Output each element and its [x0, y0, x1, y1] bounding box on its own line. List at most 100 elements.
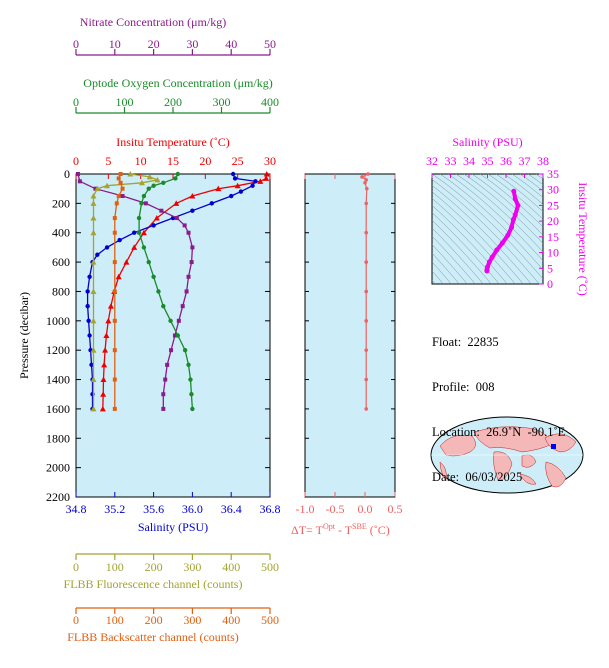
- nitrate-point: [163, 377, 168, 382]
- backscatter-point: [112, 348, 117, 353]
- profile-info-row: Profile: 008: [432, 380, 565, 395]
- delta-t-point: [364, 230, 369, 235]
- delta-t-plot-area: [304, 173, 396, 498]
- ts-salinity-tick-label: 33: [445, 154, 457, 168]
- backscatter-point: [112, 289, 117, 294]
- pressure-tick-label: 1800: [46, 431, 70, 445]
- oxygen-axis-title: Optode Oxygen Concentration (μm/kg): [83, 76, 272, 90]
- ts-salinity-tick-label: 36: [500, 154, 512, 168]
- location-label: Location:: [432, 425, 480, 439]
- salinity-tick-label: 35.6: [143, 502, 164, 516]
- temperature-point: [153, 215, 160, 221]
- salinity-point: [87, 274, 92, 279]
- delta-t-point: [364, 289, 369, 294]
- map-land: [473, 426, 553, 453]
- ts-isopycnal-line: [432, 174, 543, 280]
- oxygen-point: [175, 171, 181, 177]
- ts-isopycnal-line: [527, 174, 543, 186]
- oxygen-point: [139, 201, 144, 206]
- delta-t-point: [364, 260, 369, 264]
- temperature-point: [103, 332, 110, 338]
- nitrate-tick-label: 20: [148, 37, 160, 51]
- salinity-point: [209, 201, 214, 206]
- backscatter-point: [112, 260, 117, 265]
- backscatter-point: [112, 377, 117, 382]
- backscatter-point: [120, 186, 125, 191]
- delta-t-point: [364, 407, 369, 411]
- ts-isopycnal-line: [432, 212, 500, 284]
- profile-label: Profile:: [432, 380, 470, 394]
- ts-isopycnal-line: [439, 174, 543, 271]
- nitrate-axis-title: Nitrate Concentration (μm/kg): [80, 15, 226, 29]
- salinity-tick-label: 36.0: [182, 502, 203, 516]
- nitrate-point: [172, 333, 177, 338]
- oxygen-point: [156, 289, 161, 294]
- ts-temperature-tick-label: 25: [547, 198, 559, 212]
- map-land: [439, 461, 447, 481]
- fluorescence-point: [90, 317, 97, 324]
- fluorescence-tick-label: 400: [222, 560, 240, 574]
- map-land: [519, 473, 537, 485]
- temperature-tick-label: 20: [199, 154, 211, 168]
- delta-t-point: [364, 377, 369, 382]
- salinity-point: [85, 303, 90, 309]
- backscatter-tick-label: 500: [261, 613, 279, 627]
- map-land: [545, 461, 567, 488]
- fluorescence-tick-label: 500: [261, 560, 279, 574]
- ts-isopycnal-line: [479, 174, 543, 228]
- fluorescence-point: [90, 376, 97, 383]
- location-info-row: Location: 26.9˚N -90.1˚E: [432, 425, 565, 440]
- float-info-row: Float: 22835: [432, 335, 565, 350]
- temperature-point: [123, 259, 130, 265]
- ts-temperature-tick-label: 0: [547, 277, 553, 291]
- nitrate-point: [186, 230, 191, 235]
- backscatter-point: [112, 230, 117, 235]
- nitrate-point: [190, 245, 195, 250]
- oxygen-point: [188, 377, 193, 382]
- delta-t-point: [364, 348, 369, 352]
- salinity-point: [86, 318, 91, 324]
- ts-salinity-axis-title: Salinity (PSU): [452, 135, 522, 149]
- pressure-tick-label: 0: [64, 167, 70, 181]
- salinity-axis-title: Salinity (PSU): [138, 520, 208, 534]
- temperature-tick-label: 5: [105, 154, 111, 168]
- nitrate-tick-label: 30: [186, 37, 198, 51]
- temperature-point: [263, 171, 270, 177]
- fluorescence-axis-title: FLBB Fluorescence channel (counts): [64, 577, 243, 591]
- backscatter-point: [118, 180, 123, 185]
- float-label: Float:: [432, 335, 462, 349]
- ts-isopycnal-line: [432, 219, 492, 284]
- ts-isopycnal-line: [432, 185, 532, 284]
- nitrate-point: [189, 260, 194, 265]
- nitrate-point: [120, 194, 125, 199]
- salinity-point: [95, 252, 100, 257]
- world-map-inset: [430, 416, 584, 494]
- ts-point: [494, 247, 500, 253]
- backscatter-point: [112, 318, 117, 323]
- oxygen-point: [182, 347, 188, 353]
- delta-t-point: [364, 201, 369, 206]
- ts-isopycnal-line: [511, 174, 543, 198]
- backscatter-tick-label: 300: [183, 613, 201, 627]
- nitrate-point: [143, 201, 148, 206]
- pressure-tick-label: 2200: [46, 490, 70, 504]
- fluorescence-point: [90, 405, 97, 412]
- profile-value: 008: [475, 380, 495, 394]
- ts-salinity-tick-label: 38: [537, 154, 549, 168]
- nitrate-point: [176, 318, 181, 323]
- ts-isopycnal-line: [455, 174, 543, 253]
- oxygen-tick-label: 300: [213, 95, 231, 109]
- ts-point: [489, 254, 495, 260]
- nitrate-point: [93, 186, 98, 191]
- delta-t-tick-label: -0.5: [326, 502, 345, 516]
- temperature-point: [105, 317, 112, 324]
- fluorescence-tick-label: 300: [183, 560, 201, 574]
- salinity-point: [190, 208, 195, 213]
- nitrate-tick-label: 0: [73, 37, 79, 51]
- temperature-point: [140, 229, 147, 236]
- oxygen-point: [141, 245, 147, 250]
- ts-isopycnal-line: [503, 174, 543, 205]
- pressure-tick-label: 200: [52, 196, 70, 210]
- map-land: [439, 434, 476, 457]
- ts-isopycnal-line: [432, 191, 524, 284]
